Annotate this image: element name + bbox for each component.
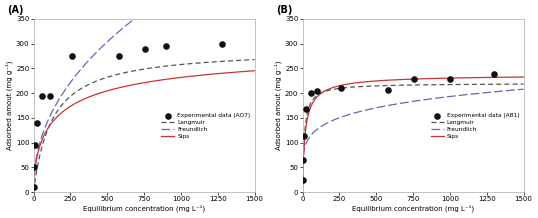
Experimental data (AO7) [30, 165, 39, 169]
Langmuir [520, 83, 527, 85]
Line: Langmuir: Langmuir [33, 60, 254, 191]
Experimental data (AB1) [384, 88, 392, 91]
Freundlich [467, 93, 473, 95]
Freundlich [440, 96, 447, 99]
Experimental data (AO7) [33, 121, 41, 124]
Freundlich [299, 167, 306, 169]
Experimental data (AO7) [162, 44, 171, 48]
Experimental data (AB1) [299, 158, 308, 162]
Sips [251, 69, 258, 72]
Experimental data (AB1) [313, 89, 322, 92]
Y-axis label: Adsorbed amout (mg g⁻¹): Adsorbed amout (mg g⁻¹) [5, 61, 13, 150]
Line: Sips: Sips [302, 77, 523, 187]
Freundlich [44, 121, 51, 124]
Text: (A): (A) [7, 5, 24, 15]
Experimental data (AB1) [336, 86, 345, 90]
Sips [299, 185, 306, 188]
Langmuir [251, 58, 258, 61]
Experimental data (AB1) [306, 91, 315, 95]
Sips [171, 77, 178, 80]
Sips [520, 76, 527, 78]
Sips [434, 77, 440, 80]
Sips [428, 77, 434, 80]
Line: Langmuir: Langmuir [302, 84, 523, 188]
Sips [490, 76, 496, 79]
Sips [44, 128, 51, 131]
Experimental data (AO7) [141, 47, 150, 50]
Langmuir [428, 83, 434, 86]
Legend: Experimental data (AO7), Langmuir, Freundlich, Sips: Experimental data (AO7), Langmuir, Freun… [160, 112, 252, 141]
Experimental data (AO7) [37, 94, 46, 97]
Langmuir [44, 130, 51, 132]
Experimental data (AO7) [218, 42, 226, 45]
Experimental data (AB1) [445, 78, 454, 81]
Sips [440, 77, 447, 80]
Freundlich [428, 97, 434, 100]
Experimental data (AO7) [67, 54, 76, 58]
X-axis label: Equilibrium concentration (mg L⁻¹): Equilibrium concentration (mg L⁻¹) [83, 205, 205, 213]
Langmuir [467, 83, 473, 86]
Langmuir [221, 60, 227, 63]
Freundlich [490, 91, 496, 93]
Line: Freundlich: Freundlich [33, 0, 254, 186]
Text: (B): (B) [276, 5, 292, 15]
Sips [159, 78, 165, 81]
Langmuir [165, 65, 171, 67]
Sips [198, 74, 204, 77]
Y-axis label: Adsorbed amout (mg g⁻¹): Adsorbed amout (mg g⁻¹) [274, 61, 282, 150]
Experimental data (AO7) [30, 185, 38, 189]
Freundlich [313, 129, 320, 131]
Langmuir [30, 190, 37, 193]
Langmuir [434, 83, 440, 86]
Experimental data (AO7) [31, 143, 39, 147]
Langmuir [159, 65, 165, 68]
Freundlich [30, 184, 37, 187]
Langmuir [171, 64, 178, 66]
Langmuir [440, 83, 447, 86]
Experimental data (AB1) [299, 178, 307, 181]
Langmuir [313, 95, 320, 97]
Sips [165, 78, 171, 80]
Sips [313, 97, 320, 99]
Sips [30, 187, 37, 189]
Sips [467, 76, 473, 79]
Sips [221, 72, 227, 74]
Experimental data (AB1) [300, 134, 308, 138]
Langmuir [198, 61, 204, 64]
Experimental data (AB1) [490, 73, 498, 76]
Experimental data (AB1) [410, 78, 419, 81]
Freundlich [434, 97, 440, 99]
Langmuir [490, 83, 496, 85]
Experimental data (AO7) [45, 94, 54, 97]
Line: Freundlich: Freundlich [302, 89, 523, 168]
Legend: Experimental data (AB1), Langmuir, Freundlich, Sips: Experimental data (AB1), Langmuir, Freun… [430, 112, 521, 141]
Experimental data (AB1) [302, 108, 310, 111]
Freundlich [520, 88, 527, 90]
Line: Sips: Sips [33, 71, 254, 188]
X-axis label: Equilibrium concentration (mg L⁻¹): Equilibrium concentration (mg L⁻¹) [352, 205, 474, 213]
Experimental data (AO7) [115, 54, 123, 58]
Langmuir [299, 187, 306, 189]
